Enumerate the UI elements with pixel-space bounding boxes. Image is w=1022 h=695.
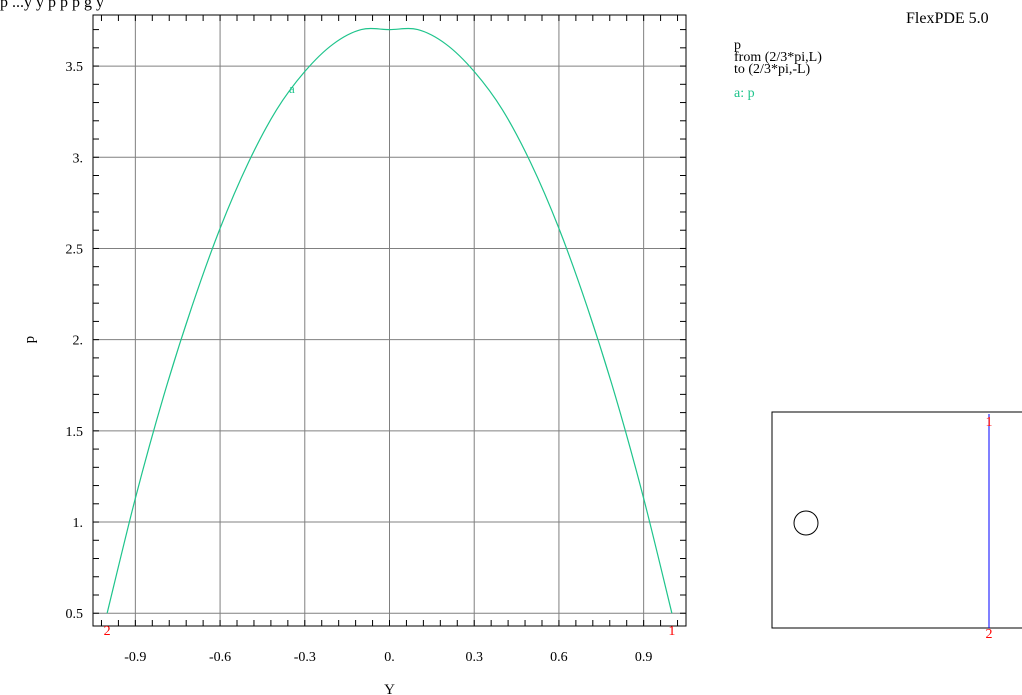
legend-series-a: a: p — [734, 86, 755, 101]
inset-domain — [771, 411, 1022, 629]
series-line-a — [106, 27, 673, 614]
x-tick-label: 0.6 — [550, 650, 568, 665]
y-tick-label: 0.5 — [66, 607, 84, 622]
inset-cut-label-1: 1 — [986, 415, 993, 430]
x-axis-label: Y — [384, 682, 395, 695]
x-tick-label: -0.9 — [124, 650, 146, 665]
legend-from: from (2/3*pi,L) — [734, 50, 822, 65]
y-tick-label: 1.5 — [66, 425, 84, 440]
x-tick-label: 0.9 — [635, 650, 653, 665]
x-tick-label: -0.6 — [209, 650, 231, 665]
legend: p from (2/3*pi,L) to (2/3*pi,-L) a: p — [734, 38, 822, 101]
x-tick-label: 0. — [384, 650, 395, 665]
y-tick-label: 2. — [73, 334, 84, 349]
y-tick-label: 2.5 — [66, 242, 84, 257]
endpoint-label-1: 1 — [668, 624, 675, 639]
brand-label: FlexPDE 5.0 — [906, 10, 989, 27]
legend-to: to (2/3*pi,-L) — [734, 62, 811, 77]
curve-label-a: a — [289, 81, 295, 96]
plot-title: p ...y y p p p g y — [0, 0, 104, 11]
endpoint-label-2: 2 — [104, 624, 111, 639]
y-tick-label: 3.5 — [66, 60, 84, 75]
y-tick-label: 1. — [73, 516, 84, 531]
inset-cut-label-2: 2 — [986, 627, 993, 642]
x-tick-label: 0.3 — [465, 650, 483, 665]
inset-hole — [793, 510, 819, 536]
legend-variable: p — [734, 38, 741, 53]
y-axis-label: p — [22, 336, 38, 344]
x-tick-label: -0.3 — [294, 650, 316, 665]
y-tick-label: 3. — [73, 151, 84, 166]
